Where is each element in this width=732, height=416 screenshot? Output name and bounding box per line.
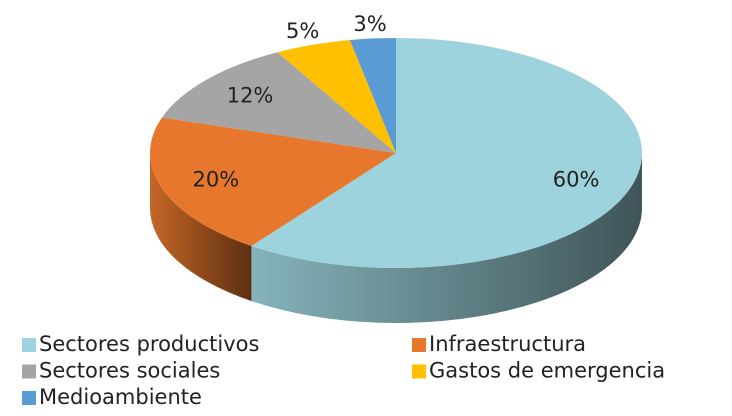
legend-label: Sectores sociales xyxy=(39,359,220,383)
pie-sides xyxy=(150,153,642,323)
slice xyxy=(150,117,396,247)
legend-label: Infraestructura xyxy=(429,332,586,356)
legend-swatch xyxy=(412,338,426,352)
slice xyxy=(277,40,396,153)
slice xyxy=(349,38,396,153)
legend: Sectores productivos Infraestructura Secto… xyxy=(22,332,665,409)
labels: 60% 20% 12% 5% 3% xyxy=(193,12,600,192)
slice-side-shade xyxy=(150,153,252,302)
legend-swatch xyxy=(412,364,426,379)
legend-label: Gastos de emergencia xyxy=(429,359,665,383)
data-label: 20% xyxy=(193,167,240,191)
slice xyxy=(251,38,642,269)
legend-swatch xyxy=(22,338,36,352)
data-label: 60% xyxy=(553,167,600,191)
legend-swatch xyxy=(22,391,36,405)
legend-label: Sectores productivos xyxy=(39,332,259,356)
slice xyxy=(162,52,396,153)
pie-tops xyxy=(150,38,642,269)
data-label: 12% xyxy=(227,84,274,108)
data-label: 5% xyxy=(286,19,319,43)
legend-swatch xyxy=(22,364,36,379)
data-label: 3% xyxy=(353,12,386,36)
legend-label: Medioambiente xyxy=(39,385,202,409)
slice-side-shade xyxy=(251,153,642,323)
